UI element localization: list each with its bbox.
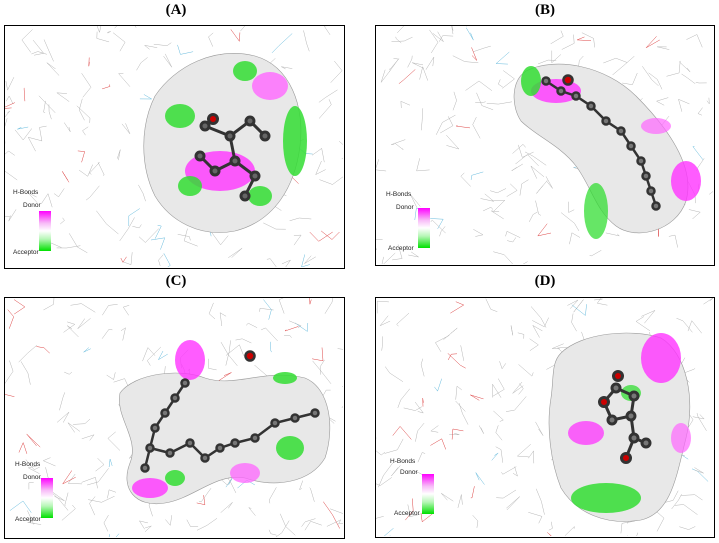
panel-b: H-Bonds Donor Acceptor: [375, 25, 715, 266]
legend-donor-label: Donor: [400, 469, 418, 476]
legend-gradient-bar: [422, 474, 434, 514]
panel-b-ligand: [541, 74, 661, 211]
legend-donor-label: Donor: [396, 204, 414, 211]
panel-c-scene: [5, 298, 343, 537]
legend-donor-label: Donor: [23, 202, 41, 209]
legend-donor-label: Donor: [23, 474, 41, 481]
legend-acceptor-label: Acceptor: [15, 516, 41, 523]
panel-d-title: (D): [534, 273, 556, 289]
legend-title: H-Bonds: [15, 461, 41, 468]
panel-c: H-Bonds Donor Acceptor: [4, 297, 345, 539]
panel-d-ligand: [598, 370, 652, 464]
legend-acceptor-label: Acceptor: [394, 510, 420, 517]
panel-b-surface: [513, 63, 689, 234]
panel-c-title: (C): [165, 273, 187, 289]
panel-d: H-Bonds Donor Acceptor: [375, 297, 715, 538]
panel-b-scene: [376, 26, 713, 264]
panel-c-ligand: [140, 350, 320, 473]
panel-a-ligand: [194, 113, 271, 202]
legend-title: H-Bonds: [390, 458, 416, 465]
legend-title: H-Bonds: [13, 189, 39, 196]
legend-title: H-Bonds: [386, 191, 412, 198]
panel-a-scene: [5, 26, 343, 267]
legend-gradient-bar: [41, 478, 53, 518]
panel-a: H-Bonds Donor Acceptor: [4, 25, 345, 269]
legend-acceptor-label: Acceptor: [13, 249, 39, 256]
panel-a-title: (A): [165, 2, 187, 18]
legend-gradient-bar: [39, 211, 51, 251]
legend-gradient-bar: [418, 208, 430, 248]
legend-acceptor-label: Acceptor: [388, 245, 414, 252]
panel-d-scene: [376, 298, 713, 536]
panel-b-title: (B): [535, 2, 555, 18]
